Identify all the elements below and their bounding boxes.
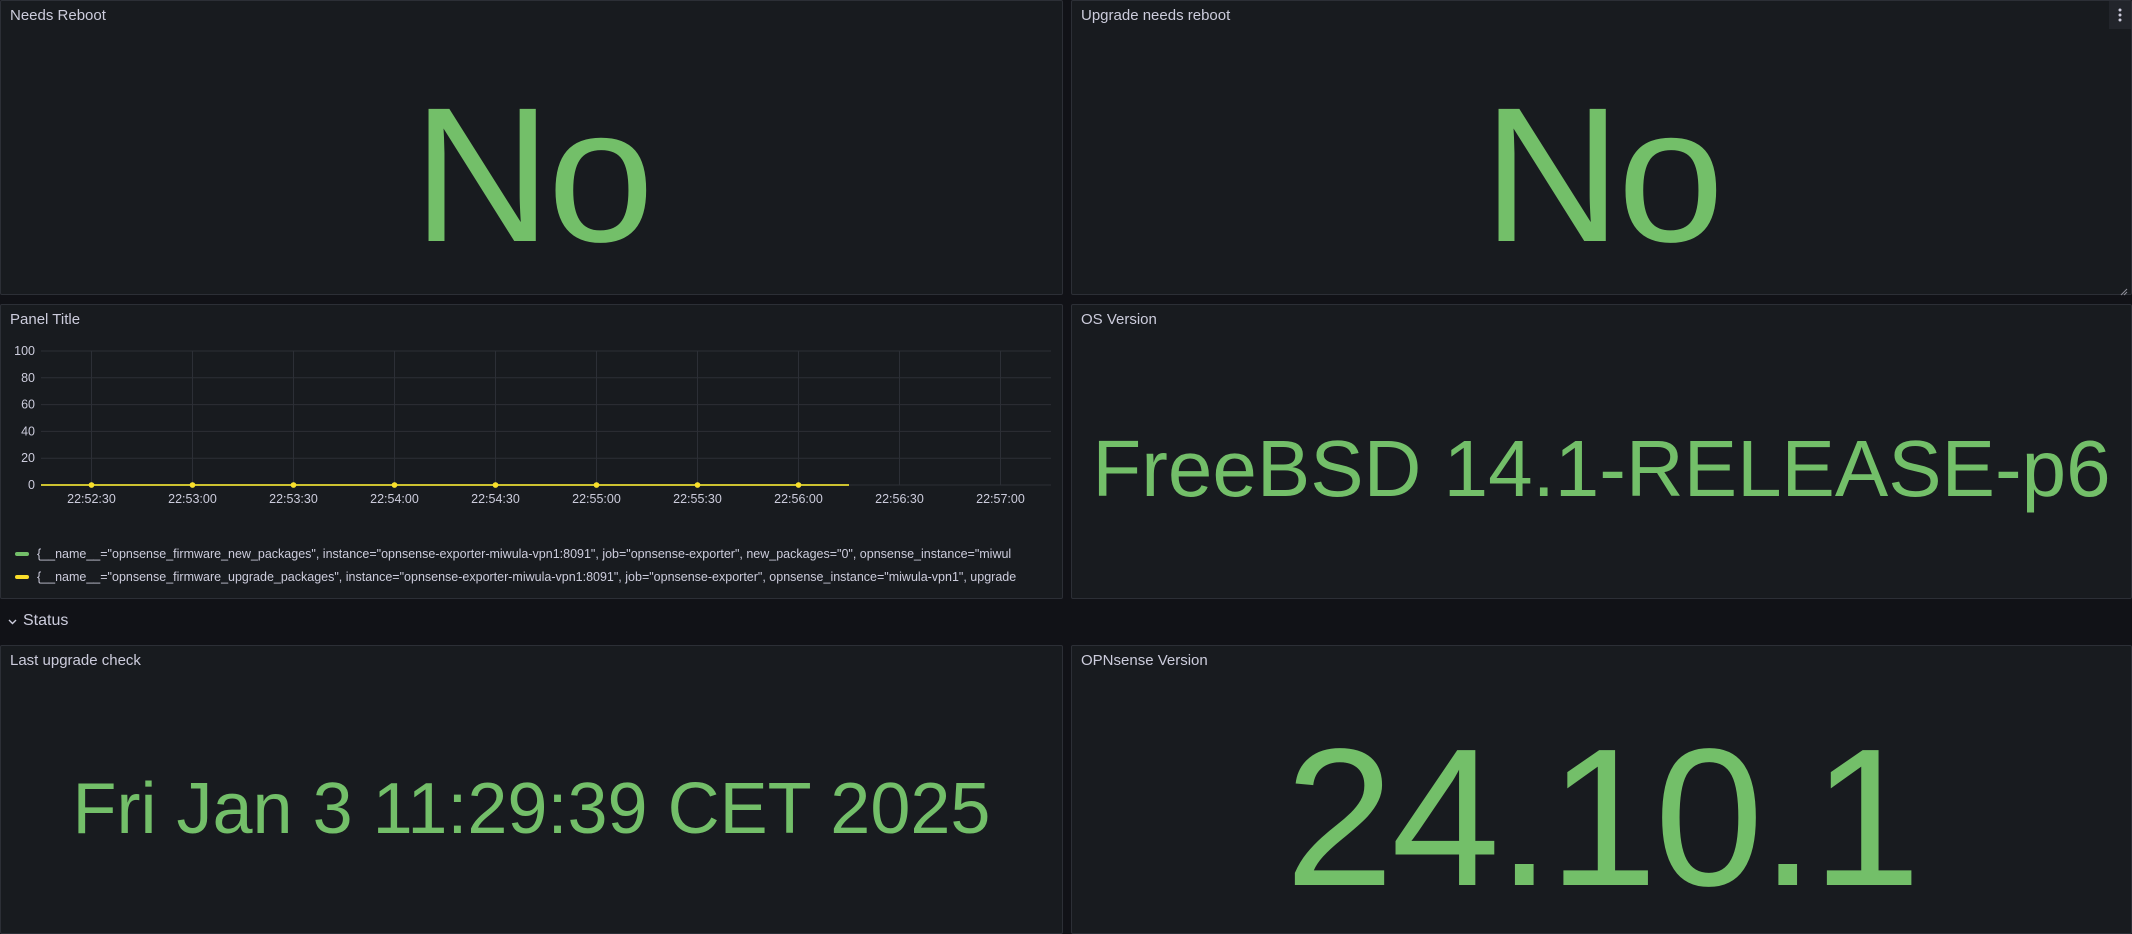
panel-time-series[interactable]: Panel Title 100 80 60 40 20 0 22:52:30 22:53:00… [0,304,1063,599]
y-tick-label: 20 [21,451,35,465]
legend-label: {__name__="opnsense_firmware_upgrade_pac… [37,570,1017,584]
stat-value: 24.10.1 [1285,708,1921,927]
x-tick-label: 22:54:30 [471,492,520,506]
y-tick-label: 80 [21,371,35,385]
time-series-chart[interactable]: 100 80 60 40 20 0 22:52:30 22:53:00 22:53:30 22:5… [1,339,1062,549]
data-point [492,482,499,488]
x-tick-label: 22:56:00 [774,492,823,506]
row-header-status[interactable]: Status [8,609,68,633]
data-point [694,482,701,488]
panel-last-upgrade-check[interactable]: Last upgrade check Fri Jan 3 11:29:39 CE… [0,645,1063,934]
panel-title[interactable]: Needs Reboot [10,7,106,24]
data-point [88,482,95,488]
x-tick-label: 22:55:00 [572,492,621,506]
y-tick-label: 0 [28,478,35,492]
panel-title[interactable]: Upgrade needs reboot [1081,7,1231,24]
y-tick-label: 60 [21,398,35,412]
x-tick-label: 22:53:00 [168,492,217,506]
resize-handle-icon[interactable] [2120,283,2128,296]
stat-value: No [1482,67,1724,282]
legend-item-new-packages[interactable]: {__name__="opnsense_firmware_new_package… [15,547,1054,561]
panel-os-version[interactable]: OS Version FreeBSD 14.1-RELEASE-p6 [1071,304,2132,599]
x-tick-label: 22:52:30 [67,492,116,506]
panel-upgrade-needs-reboot[interactable]: Upgrade needs reboot No [1071,0,2132,296]
x-tick-label: 22:54:00 [370,492,419,506]
panel-title[interactable]: Last upgrade check [10,652,141,669]
y-tick-label: 40 [21,424,35,438]
x-tick-label: 22:56:30 [875,492,924,506]
panel-needs-reboot[interactable]: Needs Reboot No [0,0,1063,295]
stat-value: Fri Jan 3 11:29:39 CET 2025 [72,769,991,849]
y-tick-label: 100 [14,344,35,358]
legend-label: {__name__="opnsense_firmware_new_package… [37,547,1012,561]
legend-swatch-yellow [15,575,29,579]
more-vertical-icon[interactable] [2109,1,2131,29]
chevron-down-icon[interactable] [8,616,17,628]
stat-value: No [412,67,654,282]
x-tick-label: 22:57:00 [976,492,1025,506]
data-point [795,482,802,488]
x-tick-label: 22:55:30 [673,492,722,506]
legend-item-upgrade-packages[interactable]: {__name__="opnsense_firmware_upgrade_pac… [15,570,1054,584]
panel-opnsense-version[interactable]: OPNsense Version 24.10.1 [1071,645,2132,934]
data-point [290,482,297,488]
x-tick-label: 22:53:30 [269,492,318,506]
row-title: Status [23,612,69,629]
panel-title[interactable]: Panel Title [10,311,81,328]
stat-value: FreeBSD 14.1-RELEASE-p6 [1092,424,2111,513]
panel-title[interactable]: OPNsense Version [1081,652,1208,669]
legend-swatch-green [15,552,29,556]
data-point [593,482,600,488]
panel-title[interactable]: OS Version [1081,311,1157,328]
data-point [189,482,196,488]
data-point [391,482,398,488]
